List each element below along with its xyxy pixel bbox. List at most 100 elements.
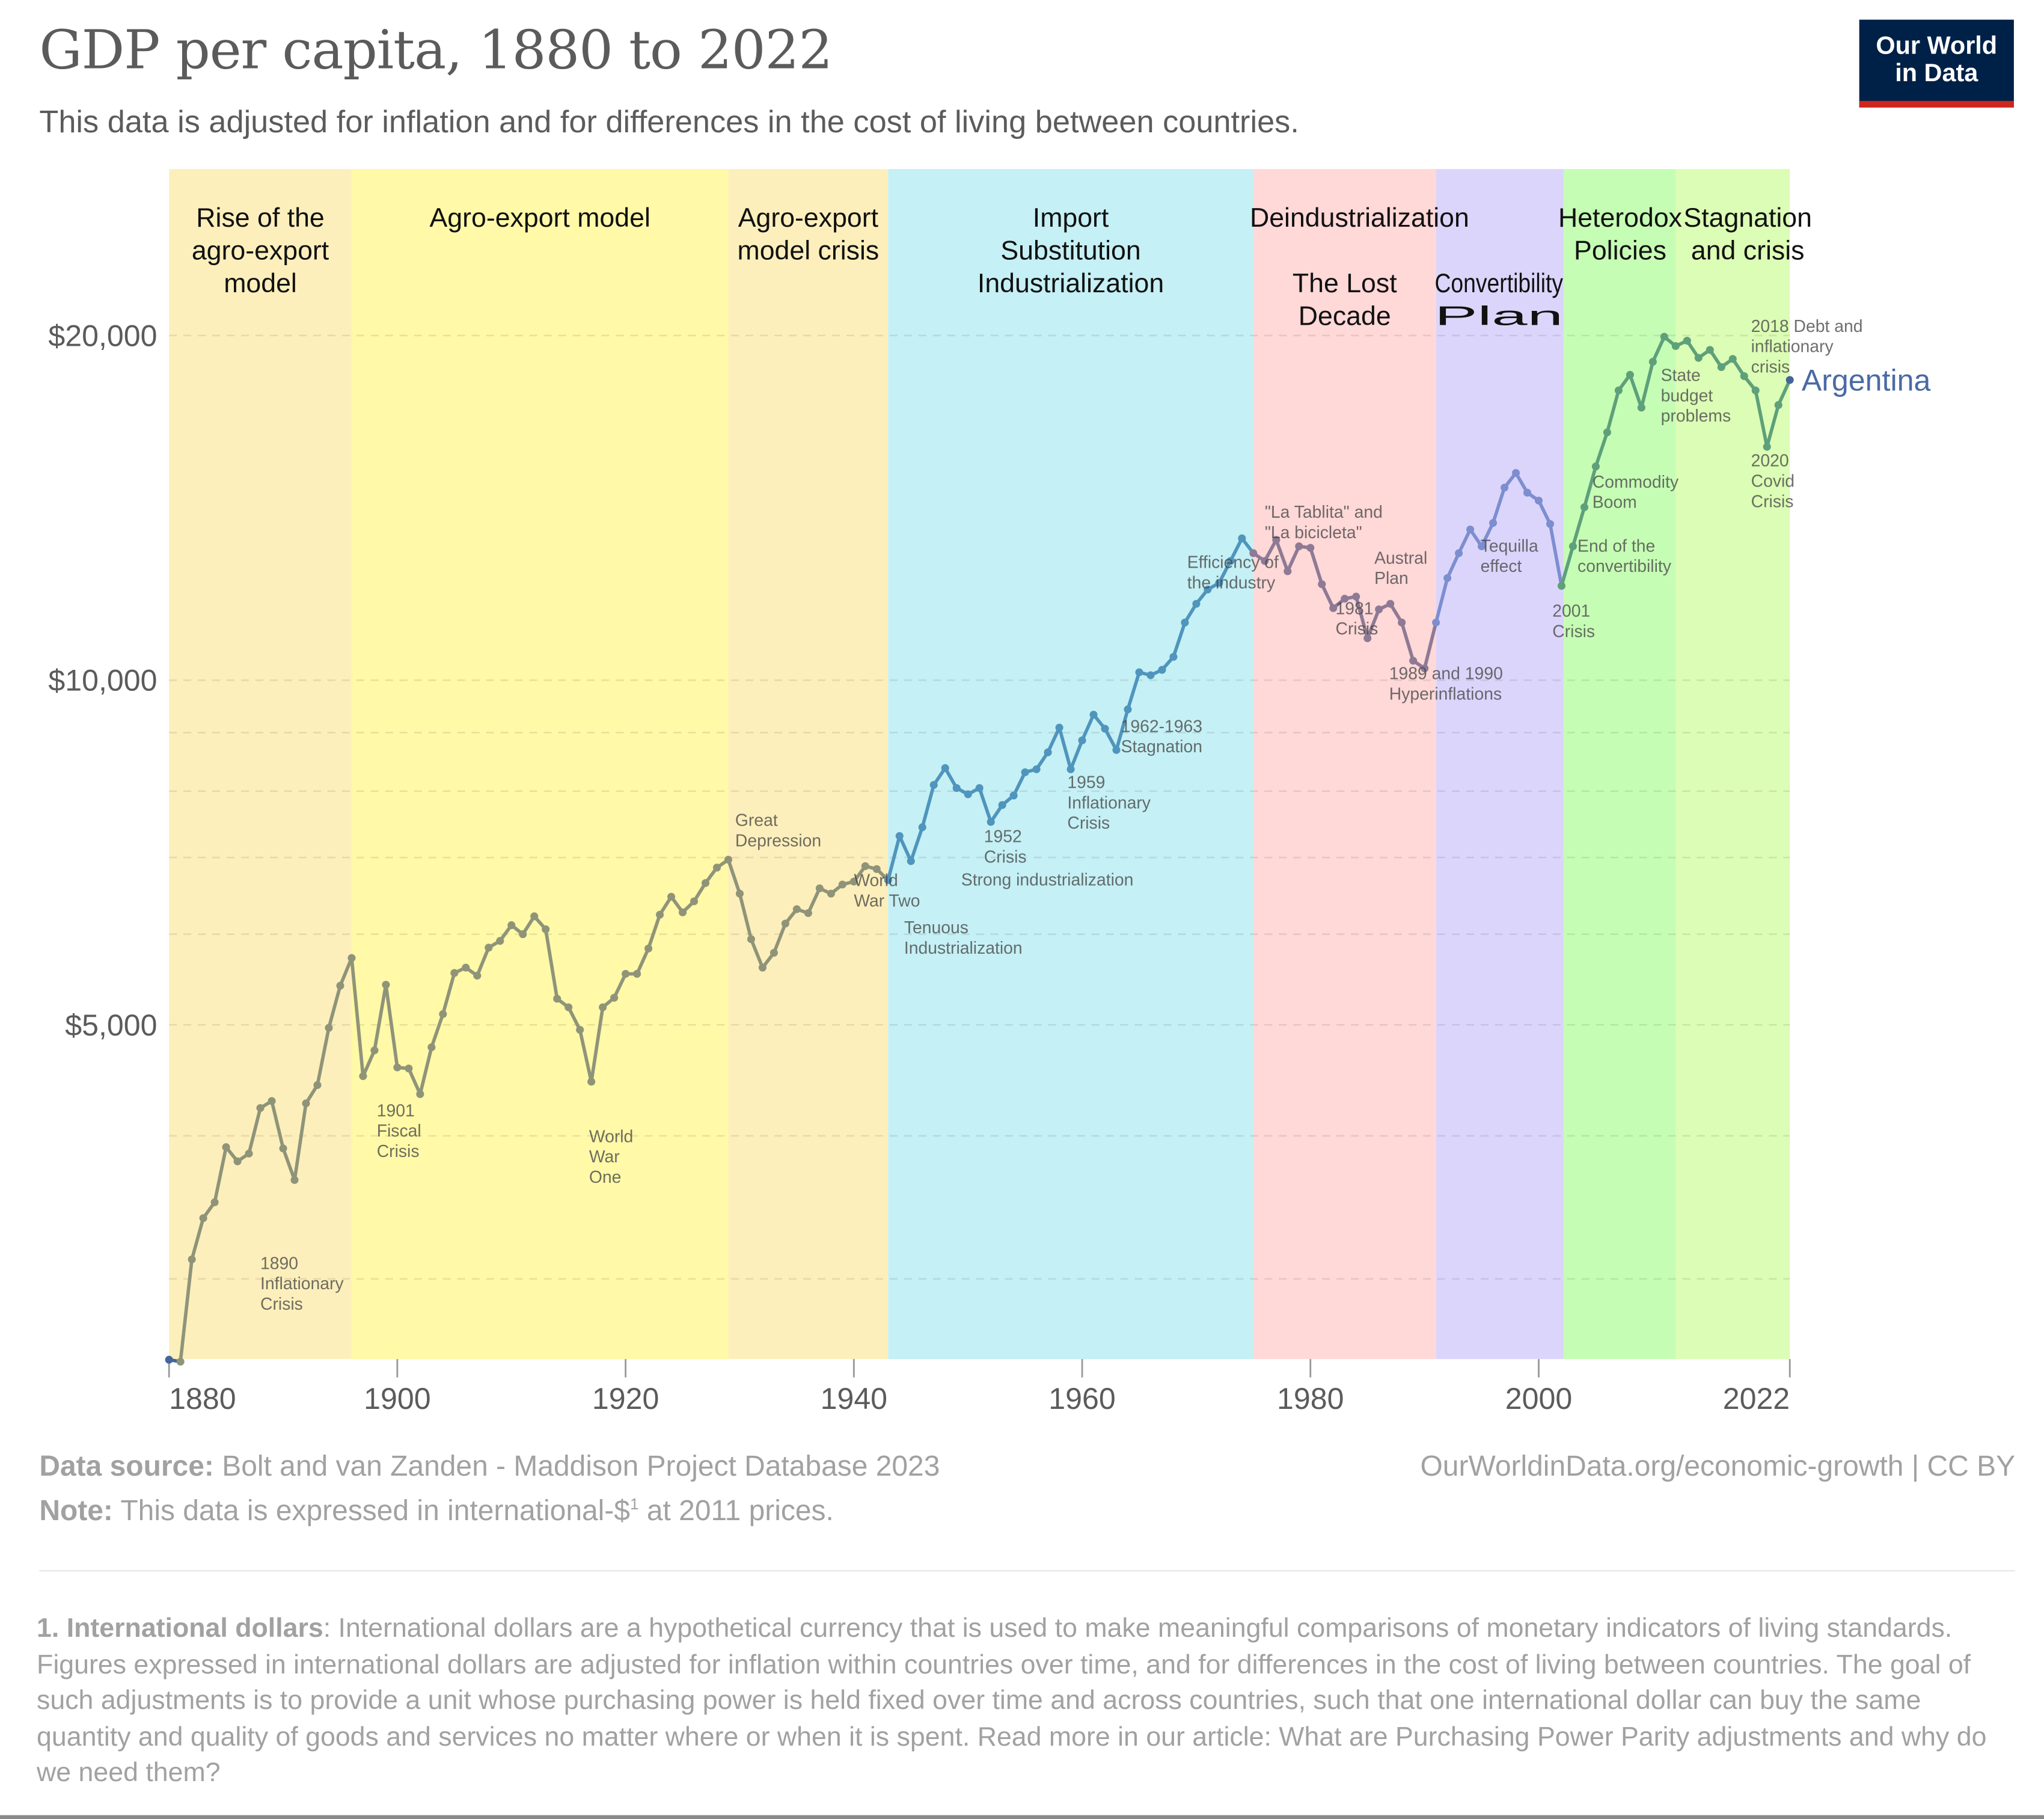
data-point <box>519 930 527 939</box>
series-line-segment <box>384 983 399 1069</box>
footer-divider <box>39 1570 2016 1572</box>
data-point <box>1648 358 1657 366</box>
series-line-segment <box>213 1145 228 1204</box>
data-point <box>918 823 926 832</box>
data-point <box>450 969 459 977</box>
series-line-segment <box>646 913 662 951</box>
annotation: 2001 <box>1552 602 1590 621</box>
annotation: Efficiency of <box>1187 553 1279 572</box>
series-line-segment <box>1069 738 1084 771</box>
data-point <box>1603 428 1611 437</box>
annotation: World <box>854 871 898 891</box>
annotation: War Two <box>854 891 920 910</box>
data-point <box>210 1198 219 1206</box>
period-label: model crisis <box>738 236 880 266</box>
data-point <box>1044 748 1052 756</box>
annotation: 1959 <box>1067 773 1105 793</box>
series-line-segment <box>270 1099 285 1150</box>
data-point <box>941 764 949 772</box>
data-point <box>1284 567 1292 575</box>
annotation: crisis <box>1751 357 1790 376</box>
period-label: Policies <box>1574 236 1666 266</box>
data-point <box>781 919 789 928</box>
series-line-segment <box>1400 621 1415 663</box>
annotation: 2018 Debt and <box>1751 317 1863 336</box>
series-line-segment <box>1103 727 1118 752</box>
data-point <box>633 970 641 978</box>
data-source: Data source: Bolt and van Zanden - Maddi… <box>39 1450 940 1484</box>
data-point <box>233 1157 242 1165</box>
series-line-segment <box>543 927 559 1001</box>
data-point <box>268 1097 276 1105</box>
data-point <box>245 1149 253 1158</box>
series-line-segment <box>430 1012 445 1049</box>
series-line-segment <box>635 946 650 976</box>
annotation: Plan <box>1374 569 1409 588</box>
data-point <box>176 1357 185 1366</box>
annotation: One <box>589 1168 622 1187</box>
series-line-segment <box>1274 538 1290 573</box>
data-point <box>1626 370 1634 379</box>
data-point <box>1637 403 1645 412</box>
x-tick-label: 1960 <box>1048 1382 1115 1416</box>
series-line-segment <box>909 825 925 863</box>
data-point <box>587 1078 596 1086</box>
data-point <box>1694 354 1703 362</box>
y-axis: $5,000 $10,000 $20,000 <box>48 319 157 1041</box>
period-band <box>728 169 889 1360</box>
x-axis: 1880 1900 1920 1940 1960 1980 2000 2022 <box>168 1359 1791 1416</box>
data-point <box>1557 581 1566 590</box>
data-point <box>1181 618 1189 627</box>
data-point <box>1751 386 1760 394</box>
data-point <box>1135 668 1143 676</box>
data-point <box>325 1023 333 1032</box>
period-label: Decade <box>1299 302 1391 331</box>
data-point <box>1352 592 1360 601</box>
annotation: Great <box>735 811 778 830</box>
data-source-text[interactable]: Bolt and van Zanden - Maddison Project D… <box>222 1449 940 1483</box>
data-point <box>1032 765 1041 773</box>
data-point <box>439 1010 447 1018</box>
data-point <box>1055 723 1063 732</box>
data-point <box>1226 557 1235 565</box>
annotation: Crisis <box>260 1295 303 1314</box>
data-point <box>1501 483 1509 492</box>
data-point <box>1523 488 1532 497</box>
data-point <box>929 781 938 789</box>
series-line-segment <box>738 892 753 941</box>
data-point <box>1089 710 1098 719</box>
annotation: War <box>589 1147 620 1167</box>
source-url[interactable]: OurWorldinData.org/economic-growth | CC … <box>1420 1449 2016 1483</box>
data-point <box>827 889 835 898</box>
series-line-segment <box>1320 582 1335 610</box>
annotation: Crisis <box>1751 492 1794 511</box>
data-point <box>656 910 664 919</box>
owid-logo[interactable]: Our World in Data <box>1859 19 2014 108</box>
y-tick-label: $5,000 <box>65 1008 157 1042</box>
note-footnote-ref[interactable]: 1 <box>629 1495 639 1514</box>
period-label: Industrialization <box>978 269 1164 298</box>
annotation: "La Tablita" and <box>1265 503 1383 522</box>
annotation: Tenuous <box>904 918 968 937</box>
data-point <box>1763 443 1771 451</box>
x-tick-label: 1880 <box>169 1382 236 1416</box>
data-point <box>599 1003 607 1011</box>
annotation: Crisis <box>1552 622 1595 641</box>
period-label: Import <box>1033 203 1109 233</box>
period-bands <box>169 169 1790 1360</box>
annotation: Covid <box>1751 471 1795 491</box>
series-line-segment <box>1012 770 1027 797</box>
annotation: convertibility <box>1577 557 1672 576</box>
data-point <box>1671 342 1680 351</box>
data-point <box>347 954 356 962</box>
data-point <box>610 993 619 1002</box>
data-point <box>964 790 972 799</box>
series-line-segment <box>1491 486 1507 525</box>
series-line-segment <box>726 857 742 895</box>
data-point <box>1785 376 1794 384</box>
logo-line-1: Our World <box>1876 32 1998 61</box>
data-point <box>462 963 470 972</box>
data-point <box>290 1176 299 1184</box>
data-point <box>542 925 550 933</box>
